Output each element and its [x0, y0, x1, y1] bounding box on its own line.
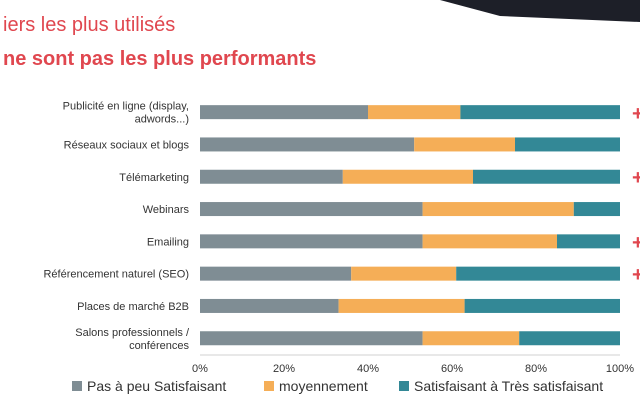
legend-label: Satisfaisant à Très satisfaisant	[414, 378, 604, 394]
category-label: Webinars	[143, 204, 190, 216]
bar-segment	[515, 137, 620, 152]
x-tick-label: 40%	[357, 363, 379, 375]
slide-title-line-2: ne sont pas les plus performants	[3, 48, 317, 70]
x-tick-label: 100%	[606, 363, 634, 375]
bar-segment	[557, 234, 620, 249]
category-label: Réseaux sociaux et blogs	[64, 139, 190, 151]
bar-segment	[422, 331, 520, 346]
legend-item-moyennement: moyennement	[264, 374, 368, 398]
legend-swatch	[264, 381, 274, 391]
bar-segment	[200, 298, 339, 313]
bar-segment	[338, 298, 465, 313]
x-tick-label: 0%	[192, 363, 208, 375]
category-label: Télémarketing	[119, 172, 189, 184]
bar-segment	[342, 169, 473, 184]
category-label: Publicité en ligne (display, adwords...)	[63, 101, 189, 126]
plus-icon: +	[632, 269, 640, 281]
legend-item-pas-a-peu-satisfaisant: Pas à peu Satisfaisant	[72, 374, 226, 398]
category-label: Salons professionnels / conférences	[75, 327, 190, 352]
legend-label: moyennement	[279, 378, 368, 394]
chart-legend: Pas à peu Satisfaisant moyennement Satis…	[0, 374, 640, 398]
bar-segment	[460, 105, 620, 120]
legend-swatch	[399, 381, 409, 391]
bar-segment	[351, 266, 457, 281]
bar-segment	[414, 137, 515, 152]
bar-segment	[200, 234, 423, 249]
category-label: Emailing	[147, 236, 189, 248]
bar-segment	[456, 266, 620, 281]
bar-segment	[200, 266, 352, 281]
plus-icon: +	[632, 108, 640, 120]
slide-title-line-1: iers les plus utilisés	[3, 14, 176, 36]
bar-segment	[473, 169, 620, 184]
bar-segment	[200, 105, 368, 120]
legend-swatch	[72, 381, 82, 391]
bar-segment	[519, 331, 620, 346]
bar-segment	[422, 234, 557, 249]
x-tick-label: 80%	[525, 363, 547, 375]
legend-label: Pas à peu Satisfaisant	[87, 378, 227, 394]
x-tick-label: 60%	[441, 363, 463, 375]
legend-item-satisfaisant-a-tres-satisfaisant: Satisfaisant à Très satisfaisant	[399, 374, 603, 398]
plus-icon: +	[632, 172, 640, 184]
bar-segment	[200, 202, 423, 217]
bar-segment	[573, 202, 620, 217]
bar-segment	[368, 105, 461, 120]
bar-segment	[200, 137, 415, 152]
x-tick-label: 20%	[273, 363, 295, 375]
category-label: Référencement naturel (SEO)	[43, 269, 189, 281]
bar-segment	[200, 331, 423, 346]
bar-segment	[464, 298, 620, 313]
dark-corner-decoration	[440, 0, 640, 22]
plus-icon: +	[632, 237, 640, 249]
bar-segment	[422, 202, 574, 217]
category-label: Places de marché B2B	[77, 301, 189, 313]
bar-segment	[200, 169, 343, 184]
